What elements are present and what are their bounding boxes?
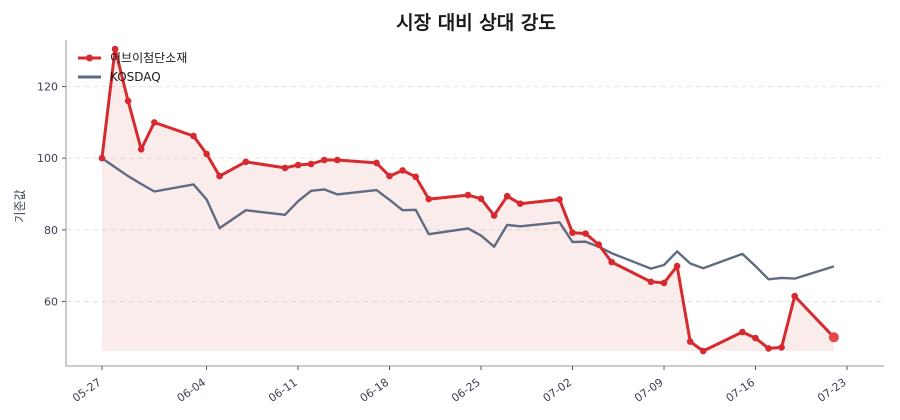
legend-label-kosdaq: KOSDAQ xyxy=(110,70,161,84)
y-axis-label: 기준값 xyxy=(13,189,27,222)
data-point-ev-34 xyxy=(739,328,746,336)
data-point-ev-11 xyxy=(307,160,315,168)
x-tick-label-06-04: 06-04 xyxy=(175,376,209,405)
data-point-ev-37 xyxy=(778,344,785,351)
data-point-ev-26 xyxy=(582,230,589,237)
x-tick-label-07-02: 07-02 xyxy=(541,376,575,405)
y-tick-label-60: 60 xyxy=(44,296,58,309)
series-line-kosdaq xyxy=(101,157,835,281)
data-point-ev-3 xyxy=(137,146,145,153)
data-point-ev-19 xyxy=(464,191,472,199)
data-point-ev-7 xyxy=(216,172,223,180)
area-fill-layer xyxy=(102,49,834,351)
x-tick-label-07-23: 07-23 xyxy=(815,376,849,405)
x-tick-label-05-27: 05-27 xyxy=(70,376,104,405)
x-tick-label-07-09: 07-09 xyxy=(632,376,666,405)
x-tick-label-07-16: 07-16 xyxy=(724,376,758,405)
area-fill-ev xyxy=(102,49,834,351)
data-point-ev-4 xyxy=(151,119,158,126)
data-point-ev-29 xyxy=(647,278,655,286)
data-point-ev-14 xyxy=(373,159,380,167)
data-point-ev-20 xyxy=(477,195,485,202)
data-point-ev-10 xyxy=(294,161,302,169)
x-tick-label-06-18: 06-18 xyxy=(358,376,392,405)
data-point-ev-39 xyxy=(828,332,839,343)
data-point-ev-36 xyxy=(765,345,772,352)
data-point-ev-35 xyxy=(752,334,759,342)
data-point-ev-25 xyxy=(569,229,576,236)
data-point-ev-28 xyxy=(608,258,615,266)
data-point-ev-18 xyxy=(425,195,433,203)
y-tick-label-80: 80 xyxy=(44,224,58,237)
data-point-ev-17 xyxy=(412,173,420,181)
x-tick-label-06-11: 06-11 xyxy=(266,376,300,405)
data-point-ev-0 xyxy=(98,154,106,162)
x-tick-label-06-25: 06-25 xyxy=(449,376,483,405)
data-point-ev-6 xyxy=(203,150,210,158)
data-point-ev-5 xyxy=(190,132,197,140)
data-point-ev-15 xyxy=(386,172,393,180)
data-point-ev-22 xyxy=(503,192,511,200)
data-point-ev-27 xyxy=(595,241,602,248)
data-point-ev-30 xyxy=(660,279,668,287)
data-point-ev-32 xyxy=(686,338,694,345)
series-line-ev xyxy=(100,47,835,353)
y-tick-label-120: 120 xyxy=(37,81,58,94)
data-point-ev-23 xyxy=(516,200,524,207)
data-point-ev-24 xyxy=(556,196,563,203)
data-point-ev-31 xyxy=(673,262,681,270)
data-point-ev-33 xyxy=(699,347,707,355)
series-layer xyxy=(98,45,839,355)
legend-label-ev: 이브이첨단소재 xyxy=(110,51,187,65)
data-point-ev-2 xyxy=(124,97,132,105)
data-point-ev-38 xyxy=(791,292,798,300)
legend: 이브이첨단소재 KOSDAQ xyxy=(78,51,187,84)
data-point-ev-16 xyxy=(399,167,406,174)
chart-title: 시장 대비 상대 강도 xyxy=(396,12,556,34)
data-point-ev-1 xyxy=(111,45,119,53)
data-point-ev-9 xyxy=(281,164,289,172)
grid-layer xyxy=(66,86,884,303)
y-tick-label-100: 100 xyxy=(37,152,58,165)
legend-marker-ev xyxy=(86,54,93,62)
data-point-ev-13 xyxy=(334,156,341,164)
data-point-ev-8 xyxy=(242,158,250,166)
data-point-ev-21 xyxy=(490,212,498,219)
data-point-ev-12 xyxy=(320,156,328,164)
